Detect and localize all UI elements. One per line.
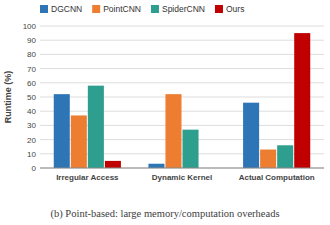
y-tick-label: 100 xyxy=(23,22,37,31)
grid-line xyxy=(40,111,324,112)
chart-container: 0 10 20 30 40 50 60 70 80 90 100 Runtime (%) Irregul… xyxy=(0,0,330,225)
y-tick-label: 10 xyxy=(27,150,36,159)
grid-line xyxy=(40,40,324,41)
bar xyxy=(88,86,104,168)
y-tick-label: 70 xyxy=(27,65,36,74)
y-tick-label: 30 xyxy=(27,121,36,130)
legend-swatch xyxy=(215,5,223,13)
y-axis-label: Runtime (%) xyxy=(3,71,13,124)
y-tick-label: 50 xyxy=(27,93,36,102)
chart: 0 10 20 30 40 50 60 70 80 90 100 Runtime (%) Irregul… xyxy=(0,0,330,225)
x-tick-label: Irregular Access xyxy=(56,173,119,182)
bar xyxy=(183,130,199,168)
grid xyxy=(40,26,324,168)
bar xyxy=(260,150,276,168)
bar xyxy=(243,103,259,168)
x-tick-label: Actual Computation xyxy=(239,173,315,182)
bar xyxy=(71,115,87,168)
y-tick-label: 90 xyxy=(27,36,36,45)
bar xyxy=(105,161,121,168)
x-axis-line xyxy=(40,168,324,169)
y-tick-label: 60 xyxy=(27,79,36,88)
legend-swatch xyxy=(92,5,100,13)
caption: (b) Point-based: large memory/computatio… xyxy=(51,208,280,220)
legend-swatch xyxy=(151,5,159,13)
y-tick-label: 80 xyxy=(27,50,36,59)
x-tick-label: Dynamic Kernel xyxy=(152,173,212,182)
grid-line xyxy=(40,26,324,27)
bar xyxy=(148,164,164,168)
legend-label: PointCNN xyxy=(103,4,141,14)
bar xyxy=(165,94,181,168)
legend: DGCNN PointCNN SpiderCNN Ours xyxy=(40,4,244,14)
grid-line xyxy=(40,54,324,55)
bar xyxy=(294,33,310,168)
y-tick-label: 0 xyxy=(32,164,37,173)
bar xyxy=(277,145,293,168)
grid-line xyxy=(40,168,324,169)
grid-line xyxy=(40,97,324,98)
y-tick-label: 40 xyxy=(27,107,36,116)
legend-label: DGCNN xyxy=(51,4,82,14)
legend-label: SpiderCNN xyxy=(162,4,205,14)
legend-label: Ours xyxy=(226,4,244,14)
y-tick-label: 20 xyxy=(27,136,36,145)
bar xyxy=(54,94,70,168)
grid-line xyxy=(40,68,324,69)
legend-swatch xyxy=(40,5,48,13)
grid-line xyxy=(40,82,324,83)
bars xyxy=(54,33,310,168)
